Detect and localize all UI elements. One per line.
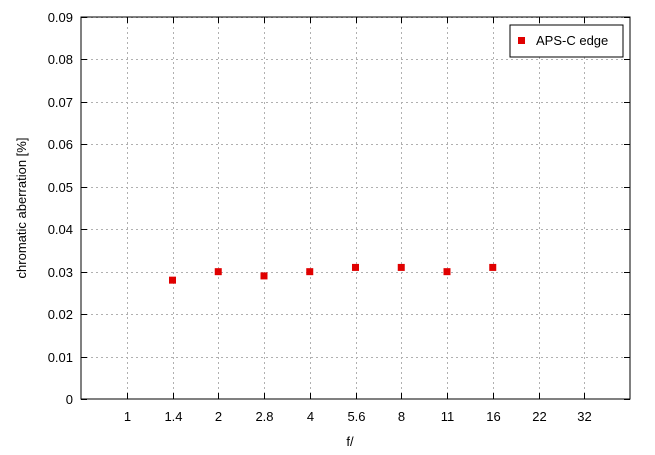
legend-box bbox=[509, 24, 624, 58]
legend-label: APS-C edge bbox=[536, 33, 608, 48]
axis-ticks bbox=[81, 17, 630, 400]
data-point bbox=[397, 263, 405, 271]
x-tick-label: 4 bbox=[307, 409, 314, 424]
grid-lines bbox=[81, 17, 630, 399]
data-point bbox=[169, 276, 176, 284]
x-tick-label: 1 bbox=[124, 409, 131, 424]
y-tick-label: 0.05 bbox=[48, 180, 73, 195]
y-tick-labels: 0 0.01 0.02 0.03 0.04 0.05 0.06 0.07 0.08 0.09 bbox=[48, 10, 73, 407]
x-tick-label: 16 bbox=[486, 409, 500, 424]
plot-frame bbox=[80, 16, 631, 400]
x-axis-title: f/ bbox=[346, 434, 354, 449]
data-point bbox=[443, 268, 451, 276]
data-point bbox=[214, 268, 222, 276]
y-tick-label: 0.08 bbox=[48, 52, 73, 67]
data-point bbox=[260, 272, 268, 280]
x-tick-label: 2 bbox=[215, 409, 222, 424]
y-tick-label: 0.03 bbox=[48, 265, 73, 280]
y-tick-label: 0.09 bbox=[48, 10, 73, 25]
data-point bbox=[489, 263, 497, 271]
y-tick-label: 0.02 bbox=[48, 307, 73, 322]
legend: APS-C edge bbox=[509, 24, 624, 58]
x-tick-label: 1.4 bbox=[164, 409, 182, 424]
legend-marker bbox=[518, 37, 525, 44]
x-tick-label: 2.8 bbox=[255, 409, 273, 424]
y-tick-label: 0.07 bbox=[48, 95, 73, 110]
x-tick-label: 8 bbox=[398, 409, 405, 424]
x-tick-label: 5.6 bbox=[347, 409, 365, 424]
x-tick-label: 32 bbox=[577, 409, 591, 424]
x-tick-labels: 1 1.4 2 2.8 4 5.6 8 11 16 22 32 bbox=[124, 409, 592, 424]
y-tick-label: 0.04 bbox=[48, 222, 73, 237]
y-axis-title: chromatic aberration [%] bbox=[14, 138, 29, 279]
data-points bbox=[169, 263, 497, 284]
data-point bbox=[352, 263, 359, 271]
x-tick-label: 11 bbox=[441, 409, 455, 424]
y-tick-label: 0.01 bbox=[48, 350, 73, 365]
y-tick-label: 0 bbox=[66, 392, 73, 407]
data-point bbox=[306, 268, 314, 276]
y-tick-label: 0.06 bbox=[48, 137, 73, 152]
x-tick-label: 22 bbox=[532, 409, 546, 424]
